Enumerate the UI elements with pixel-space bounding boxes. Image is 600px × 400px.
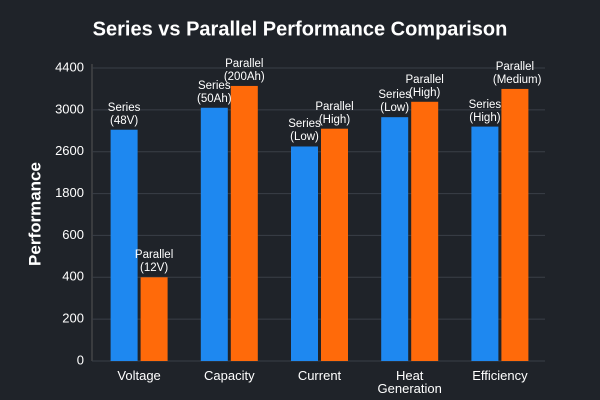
bar — [501, 88, 529, 361]
y-tick-label: 1800 — [55, 185, 84, 200]
bar — [411, 101, 439, 361]
x-tick-label: Current — [297, 368, 342, 383]
y-tick-label: 400 — [62, 269, 84, 284]
bar-label: Parallel (High) — [315, 100, 354, 126]
bar-label: Series (48V) — [107, 101, 141, 127]
bar — [291, 146, 318, 361]
bar-label: Series (Low) — [378, 89, 411, 115]
y-tick-label: 600 — [62, 227, 84, 242]
x-tick-label: Heat Generation — [377, 368, 442, 396]
x-tick-label: Capacity — [204, 368, 255, 383]
bar-label: Parallel (Medium) — [492, 60, 542, 86]
y-axis-label: Performance — [25, 162, 44, 266]
bar — [471, 126, 499, 361]
y-tick-label: 4400 — [55, 59, 84, 74]
chart-title: Series vs Parallel Performance Compariso… — [93, 18, 508, 40]
bar — [230, 85, 258, 361]
x-tick-label: Efficiency — [472, 368, 528, 383]
bar — [140, 277, 168, 361]
bar — [110, 129, 138, 361]
y-tick-label: 3000 — [55, 101, 84, 116]
bar-label: Parallel (High) — [405, 73, 444, 99]
bar-label: Series (Low) — [288, 118, 321, 144]
y-tick-label: 200 — [62, 311, 84, 326]
bar-label: Series (High) — [468, 98, 502, 124]
bar-label: Parallel (12V) — [134, 249, 174, 275]
bar — [321, 128, 348, 361]
bar — [200, 107, 228, 361]
bar — [381, 117, 409, 361]
bar-label: Parallel (200Ah) — [223, 57, 265, 83]
y-tick-label: 2600 — [55, 143, 84, 158]
bar-label: Series (50Ah) — [197, 79, 232, 105]
y-tick-label: 0 — [77, 352, 84, 367]
x-tick-label: Voltage — [117, 368, 161, 383]
